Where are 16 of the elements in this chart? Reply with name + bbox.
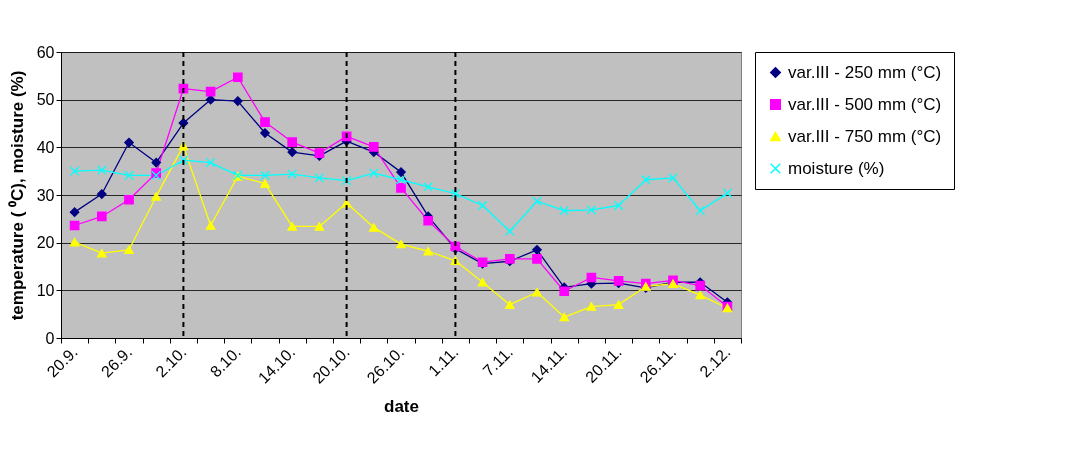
legend-label: var.III - 500 mm (°C)	[788, 94, 942, 114]
legend-label: moisture (%)	[788, 158, 885, 178]
y-tick-label: 10	[36, 281, 55, 299]
y-tick-label: 40	[36, 138, 55, 156]
x-tick-label: 8.10.	[206, 343, 244, 381]
y-tick-label: 60	[36, 43, 55, 61]
x-axis-title: date	[384, 396, 419, 416]
legend-label: var.III - 750 mm (°C)	[788, 126, 942, 146]
y-tick-label: 30	[36, 186, 55, 204]
y-axis-title: temperature ( ⁰C), moisture (%)	[7, 70, 27, 321]
y-tick-label: 50	[36, 91, 55, 109]
y-tick-label: 20	[36, 234, 55, 252]
x-tick-label: 1.11.	[425, 343, 462, 380]
y-tick-label: 0	[45, 329, 55, 347]
legend-label: var.III - 250 mm (°C)	[788, 62, 942, 82]
x-tick-label: 7.11.	[479, 343, 516, 380]
